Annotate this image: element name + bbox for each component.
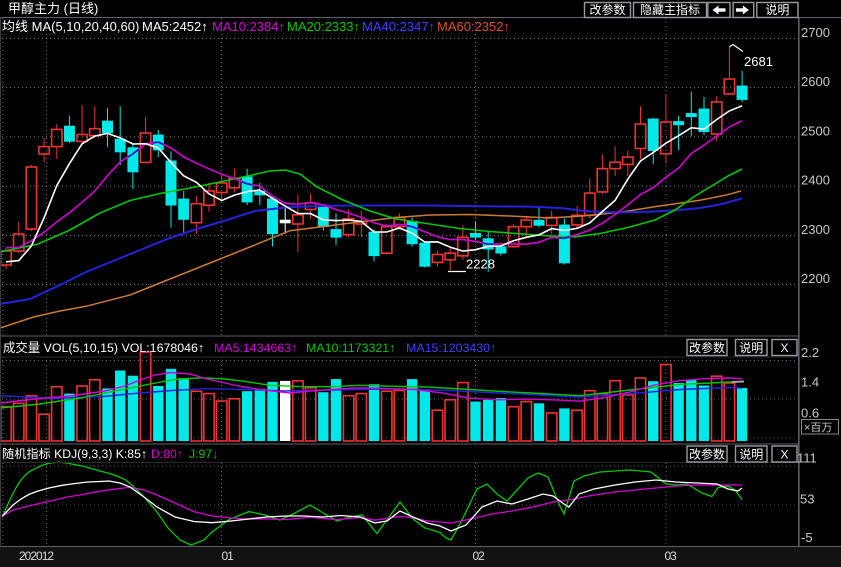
svg-text:改参数: 改参数 xyxy=(689,340,725,355)
svg-text:2700: 2700 xyxy=(801,25,830,40)
svg-text:111: 111 xyxy=(797,451,817,466)
svg-text:03: 03 xyxy=(665,549,678,563)
svg-text:MA10:1173321↑: MA10:1173321↑ xyxy=(306,341,395,355)
svg-text:MA15:1203430↑: MA15:1203430↑ xyxy=(406,341,496,355)
svg-text:2.2: 2.2 xyxy=(801,345,819,360)
svg-text:202012: 202012 xyxy=(19,549,54,563)
svg-text:MA5:1434663↑: MA5:1434663↑ xyxy=(214,341,297,355)
svg-text:×百万: ×百万 xyxy=(804,422,832,434)
svg-text:2500: 2500 xyxy=(801,123,830,138)
svg-text:X: X xyxy=(780,448,788,462)
svg-text:2300: 2300 xyxy=(801,222,830,237)
svg-text:MA5:2452↑: MA5:2452↑ xyxy=(142,19,208,34)
svg-text:2600: 2600 xyxy=(801,74,830,89)
svg-text:1.4: 1.4 xyxy=(801,375,819,390)
svg-text:0.6: 0.6 xyxy=(801,406,819,421)
svg-text:MA10:2384↑: MA10:2384↑ xyxy=(212,19,285,34)
svg-text:2228: 2228 xyxy=(466,257,495,272)
svg-text:02: 02 xyxy=(473,549,486,563)
svg-text:说明: 说明 xyxy=(739,340,763,355)
svg-text:改参数: 改参数 xyxy=(589,2,625,17)
svg-text:甲醇主力 (日线): 甲醇主力 (日线) xyxy=(8,1,98,16)
svg-text:MA40:2347↑: MA40:2347↑ xyxy=(362,19,435,34)
svg-text:X: X xyxy=(780,341,788,355)
svg-text:2200: 2200 xyxy=(801,271,830,286)
svg-text:2681: 2681 xyxy=(744,54,773,69)
svg-text:改参数: 改参数 xyxy=(689,447,725,462)
svg-text:01: 01 xyxy=(222,549,235,563)
svg-text:D:80↑: D:80↑ xyxy=(151,447,183,461)
svg-text:说明: 说明 xyxy=(739,447,763,462)
svg-text:MA20:2333↑: MA20:2333↑ xyxy=(287,19,360,34)
svg-text:隐藏主指标: 隐藏主指标 xyxy=(640,2,700,17)
svg-text:53: 53 xyxy=(800,492,814,507)
svg-text:说明: 说明 xyxy=(765,2,789,17)
svg-text:随机指标 KDJ(9,3,3) K:85↑: 随机指标 KDJ(9,3,3) K:85↑ xyxy=(2,446,147,461)
svg-text:成交量 VOL(5,10,15) VOL:1678046↑: 成交量 VOL(5,10,15) VOL:1678046↑ xyxy=(3,340,204,355)
svg-text:MA60:2352↑: MA60:2352↑ xyxy=(437,19,510,34)
svg-text:-5: -5 xyxy=(801,530,813,545)
svg-text:J:97↓: J:97↓ xyxy=(189,447,218,461)
svg-text:均线 MA(5,10,20,40,60): 均线 MA(5,10,20,40,60) xyxy=(2,19,139,34)
svg-text:2400: 2400 xyxy=(801,173,830,188)
